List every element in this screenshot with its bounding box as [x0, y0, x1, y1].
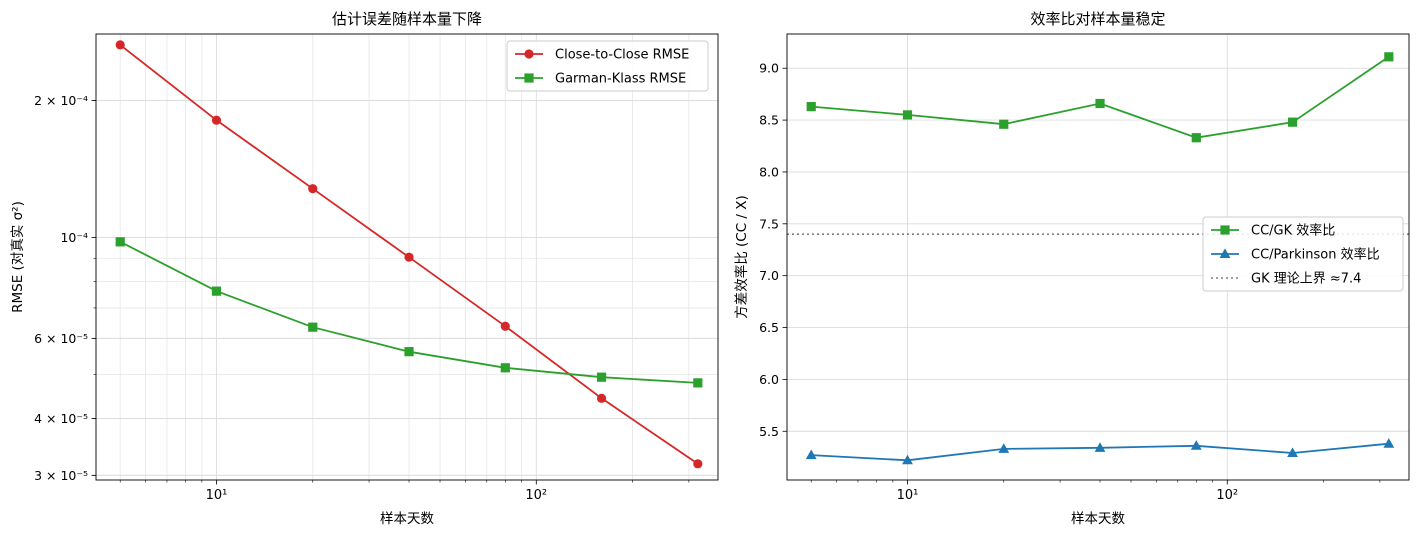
- chart-title: 估计误差随样本量下降: [332, 10, 482, 28]
- data-point: [211, 115, 222, 125]
- data-point: [211, 286, 222, 296]
- legend-label: Garman-Klass RMSE: [555, 72, 686, 87]
- y-tick-label: 6.5: [759, 320, 779, 335]
- x-tick-label: 10¹: [206, 488, 228, 503]
- data-point: [1384, 52, 1394, 62]
- data-point: [693, 459, 703, 469]
- rmse-chart: 10¹ 10² 2 × 10⁻⁴ 10⁻⁴ 6 × 10⁻⁵ 4 × 10⁻⁵ 3 × 10…: [10, 10, 719, 527]
- y-axis-label: 方差效率比 (CC / X): [733, 195, 750, 319]
- data-point: [1191, 133, 1201, 143]
- data-point: [1095, 98, 1105, 109]
- data-point: [1094, 442, 1106, 452]
- data-point: [806, 102, 816, 112]
- y-tick-label: 3 × 10⁻⁵: [34, 468, 88, 483]
- plot-frame: [786, 33, 1410, 481]
- data-point: [1383, 438, 1395, 448]
- data-point: [115, 237, 125, 247]
- x-axis-label: 样本天数: [380, 511, 434, 527]
- y-tick-label: 5.5: [759, 424, 779, 439]
- data-point: [596, 393, 607, 403]
- data-point: [404, 252, 414, 262]
- data-point: [998, 443, 1010, 453]
- legend-label: CC/Parkinson 效率比: [1251, 247, 1380, 263]
- data-point: [115, 40, 125, 50]
- y-tick-label: 6 × 10⁻⁵: [34, 331, 88, 346]
- efficiency-chart: 10¹ 10² 5.5 6.0 6.5 7.0 7.5 8.0 8.5 9.0 效率比对样本量稳定样…: [733, 10, 1410, 527]
- x-tick-label: 10²: [525, 488, 547, 503]
- x-axis-label: 样本天数: [1071, 511, 1125, 527]
- chart-title: 效率比对样本量稳定: [1030, 10, 1165, 28]
- x-tick-label: 10²: [1216, 488, 1238, 503]
- series-line: [811, 56, 1390, 139]
- plot-frame: [95, 33, 719, 481]
- legend-marker: [524, 49, 534, 59]
- data-point: [902, 454, 913, 465]
- legend-label: CC/GK 效率比: [1251, 223, 1335, 239]
- y-tick-label: 9.0: [759, 61, 779, 76]
- y-tick-label: 6.0: [759, 372, 779, 387]
- x-tick-label: 10¹: [897, 488, 919, 503]
- data-point: [1287, 447, 1298, 458]
- data-point: [308, 184, 318, 194]
- legend-box: [1202, 216, 1404, 292]
- legend-marker: [1219, 248, 1231, 258]
- data-point: [404, 347, 414, 357]
- y-tick-label: 8.5: [759, 113, 779, 128]
- legend-marker: [1220, 225, 1230, 235]
- y-tick-label: 4 × 10⁻⁵: [34, 411, 88, 426]
- legend-label: GK 理论上界 ≈7.4: [1251, 272, 1361, 287]
- y-tick-label: 2 × 10⁻⁴: [34, 93, 88, 108]
- legend-marker: [524, 73, 534, 83]
- y-tick-label: 8.0: [759, 164, 779, 179]
- data-point: [693, 378, 703, 388]
- data-point: [902, 110, 913, 120]
- data-point: [596, 372, 607, 382]
- data-point: [308, 322, 318, 332]
- data-point: [500, 321, 510, 331]
- legend-label: Close-to-Close RMSE: [555, 48, 689, 63]
- data-point: [500, 363, 510, 373]
- data-point: [999, 119, 1009, 129]
- y-axis-label: RMSE (对真实 σ²): [10, 201, 26, 313]
- legend-box: [506, 40, 709, 92]
- data-point: [1287, 117, 1298, 127]
- data-point: [1190, 440, 1202, 450]
- y-tick-label: 7.0: [759, 268, 779, 283]
- data-point: [805, 449, 817, 460]
- y-tick-label: 7.5: [759, 216, 779, 231]
- y-tick-label: 10⁻⁴: [60, 230, 88, 245]
